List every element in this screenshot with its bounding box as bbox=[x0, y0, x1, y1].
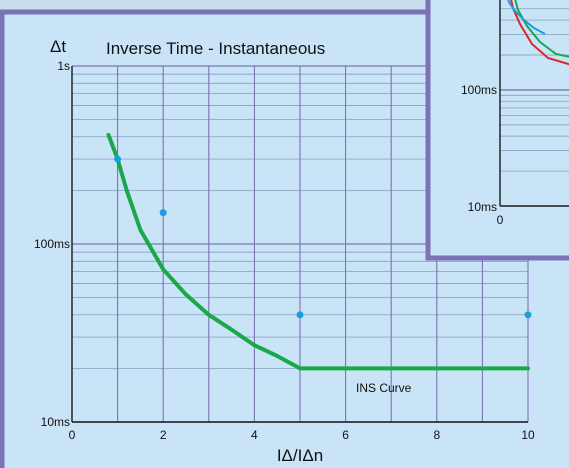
series-label-ins-curve: INS Curve bbox=[356, 381, 412, 395]
x-tick-label: 10 bbox=[521, 428, 535, 442]
y-tick-label: 1s bbox=[57, 59, 70, 73]
data-point-marker bbox=[524, 311, 532, 319]
series-line-ins-curve bbox=[106, 132, 530, 371]
main-panel-border bbox=[0, 9, 569, 468]
inset-x-tick-label-0: 0 bbox=[497, 213, 504, 227]
y-axis-label: Δt bbox=[50, 37, 66, 56]
y-tick-label: 100ms bbox=[34, 237, 70, 251]
x-axis-label: IΔ/IΔn bbox=[277, 446, 323, 465]
x-tick-label: 0 bbox=[69, 428, 76, 442]
y-tick-label: 10ms bbox=[41, 415, 70, 429]
marker-layer bbox=[114, 155, 532, 319]
inset-curve bbox=[514, 0, 569, 58]
data-point-marker bbox=[296, 311, 304, 319]
data-point-marker bbox=[114, 155, 122, 163]
inset-panel-background bbox=[428, 0, 569, 258]
inset-panel-border bbox=[425, 0, 569, 261]
chart-title: Inverse Time - Instantaneous bbox=[106, 39, 325, 58]
x-tick-label: 6 bbox=[342, 428, 349, 442]
inset-grid bbox=[500, 8, 569, 172]
x-tick-label: 8 bbox=[433, 428, 440, 442]
inset-chart: 100ms 10ms 0 bbox=[425, 0, 569, 261]
x-tick-label: 2 bbox=[160, 428, 167, 442]
inset-y-tick-label-10ms: 10ms bbox=[468, 200, 497, 214]
x-tick-label: 4 bbox=[251, 428, 258, 442]
data-point-marker bbox=[159, 209, 167, 217]
inset-y-tick-label-100ms: 100ms bbox=[461, 83, 497, 97]
tick-labels: 0 2 4 6 8 10 10ms 100ms 1s bbox=[34, 59, 535, 442]
inset-curve bbox=[507, 0, 546, 35]
inset-curves bbox=[507, 0, 569, 66]
series-layer bbox=[106, 132, 530, 371]
